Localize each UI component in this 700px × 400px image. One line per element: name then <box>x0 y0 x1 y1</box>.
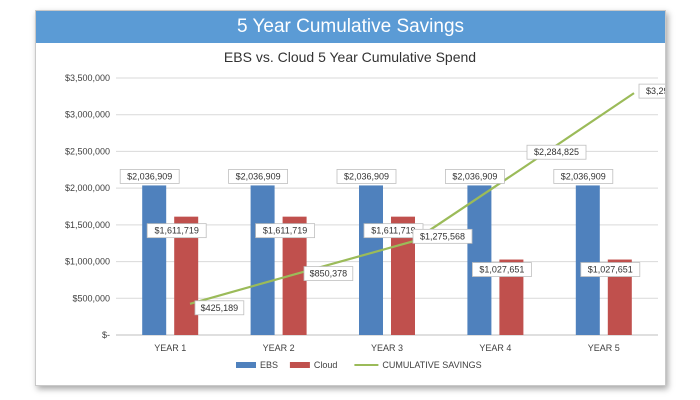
y-tick-label: $500,000 <box>72 293 110 303</box>
data-label-ebs: $2,036,909 <box>236 171 281 181</box>
data-label-cloud: $1,611,719 <box>155 226 199 236</box>
data-label-ebs-box <box>553 169 614 184</box>
data-label-cloud-box <box>580 262 641 277</box>
data-label-savings-box <box>194 300 245 316</box>
x-tick-label: YEAR 5 <box>588 343 620 353</box>
bar-ebs <box>467 185 492 335</box>
data-label-cloud: $1,027,651 <box>588 265 633 275</box>
legend-label: Cloud <box>314 360 338 370</box>
data-label-savings-box <box>526 144 587 160</box>
y-tick-label: $2,000,000 <box>65 183 110 193</box>
x-tick-label: YEAR 4 <box>479 343 511 353</box>
x-tick-label: YEAR 1 <box>154 343 186 353</box>
data-label-ebs: $2,036,909 <box>127 171 172 181</box>
data-label-cloud: $1,611,719 <box>263 226 307 236</box>
data-label-savings-box <box>638 83 665 99</box>
data-label-savings-box <box>303 266 354 281</box>
y-tick-label: $3,000,000 <box>65 110 110 120</box>
chart-svg: EBS vs. Cloud 5 Year Cumulative Spend $- $… <box>65 49 665 370</box>
data-label-cloud-box <box>146 223 207 239</box>
legend-label: EBS <box>260 360 278 370</box>
y-tick-label: $1,000,000 <box>65 257 110 267</box>
banner-title: 5 Year Cumulative Savings <box>36 11 665 43</box>
data-label-savings: $1,275,568 <box>420 231 465 241</box>
legend-swatch <box>289 362 310 368</box>
data-label-ebs: $2,036,909 <box>452 171 497 181</box>
legend-swatch <box>236 362 256 368</box>
bar-ebs <box>142 185 167 335</box>
x-tick-label: YEAR 2 <box>263 343 295 353</box>
data-label-cloud: $1,027,651 <box>479 265 524 275</box>
x-tick-label: YEAR 3 <box>371 343 403 353</box>
data-label-ebs: $2,036,909 <box>344 171 389 181</box>
data-label-savings-box <box>412 228 473 244</box>
bar-ebs <box>575 185 600 335</box>
chart-card: 5 Year Cumulative Savings EBS vs. Cloud … <box>35 10 666 386</box>
data-label-cloud: $1,611,719 <box>371 226 415 236</box>
data-label-savings: $425,189 <box>201 303 239 313</box>
data-label-savings: $850,378 <box>310 269 348 279</box>
y-tick-label: $1,500,000 <box>65 220 110 230</box>
data-label-savings: $3,294,082 <box>646 86 665 96</box>
data-label-savings: $2,284,825 <box>534 147 579 157</box>
data-label-ebs-box <box>336 169 397 184</box>
y-tick-label: $3,500,000 <box>65 73 110 83</box>
data-label-cloud-box <box>471 262 532 277</box>
data-label-ebs: $2,036,909 <box>561 171 606 181</box>
data-label-ebs-box <box>119 169 180 184</box>
data-label-ebs-box <box>228 169 289 184</box>
data-label-cloud-box <box>255 223 316 239</box>
data-label-ebs-box <box>444 169 505 184</box>
bar-ebs <box>359 185 383 335</box>
y-tick-label: $2,500,000 <box>65 146 110 156</box>
chart-title: EBS vs. Cloud 5 Year Cumulative Spend <box>224 49 476 65</box>
bar-ebs <box>250 185 275 335</box>
y-tick-label: $- <box>102 330 110 340</box>
legend-label: CUMULATIVE SAVINGS <box>382 360 481 370</box>
